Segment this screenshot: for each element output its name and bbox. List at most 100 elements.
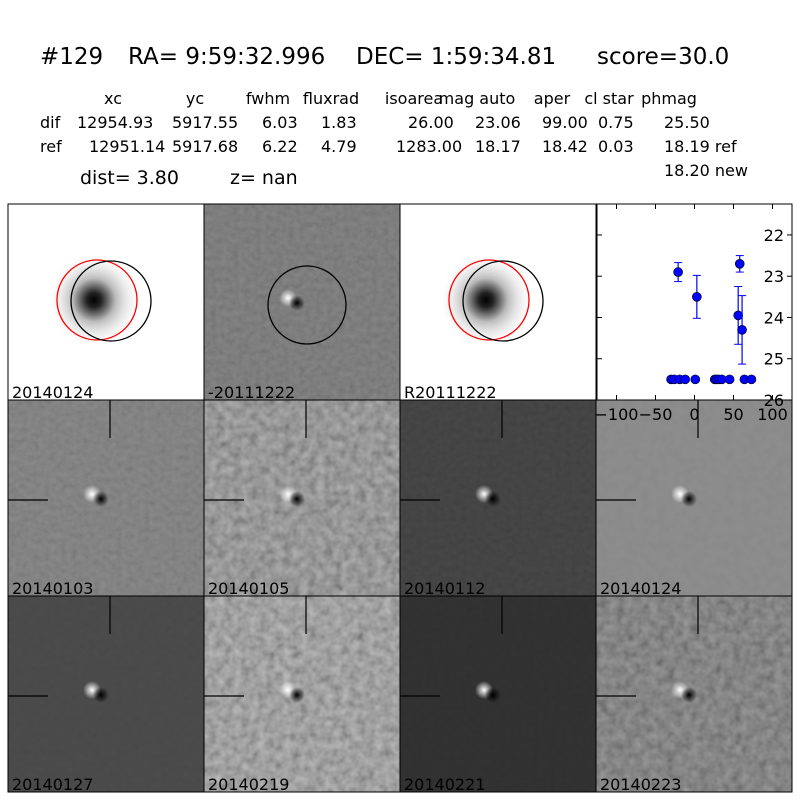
negative-residual bbox=[93, 491, 109, 507]
table-cell: 18.42 bbox=[542, 137, 588, 156]
table-cell: 26.00 bbox=[408, 113, 454, 132]
black-aperture-circle bbox=[462, 260, 544, 342]
cutout-panel-20140221[interactable]: 20140221 bbox=[399, 595, 597, 794]
x-tick-label: 100 bbox=[757, 405, 788, 424]
marker bbox=[680, 374, 690, 385]
cutout-panel-20140112[interactable]: 20140112 bbox=[399, 399, 597, 598]
table-cell: 0.75 bbox=[598, 113, 634, 132]
panel-frame bbox=[595, 595, 793, 793]
data-point bbox=[673, 262, 683, 283]
panel-date-label: 20140112 bbox=[404, 579, 485, 598]
panel-date-label: 20140103 bbox=[12, 579, 93, 598]
negative-residual bbox=[681, 687, 697, 703]
y-tick-label: 24 bbox=[764, 308, 784, 327]
panel-date-label: 20140127 bbox=[12, 775, 93, 794]
data-point bbox=[737, 295, 747, 365]
table-cell: 6.03 bbox=[262, 113, 298, 132]
row-label: ref bbox=[40, 137, 62, 156]
table-cell: 25.50 bbox=[664, 113, 710, 132]
table-cell: 5917.68 bbox=[172, 137, 238, 156]
negative-residual bbox=[93, 687, 109, 703]
negative-residual bbox=[289, 491, 305, 507]
cutout-panel-20140219[interactable]: 20140219 bbox=[203, 595, 401, 794]
table-cell: 4.79 bbox=[321, 137, 357, 156]
black-aperture-circle bbox=[267, 265, 347, 345]
panel-date-label: R20111222 bbox=[404, 383, 497, 402]
table-cell: 23.06 bbox=[475, 113, 521, 132]
data-point bbox=[734, 255, 745, 273]
data-point bbox=[733, 286, 743, 345]
data-point bbox=[690, 374, 701, 385]
table-cell: 6.22 bbox=[262, 137, 298, 156]
marker bbox=[692, 292, 702, 302]
red-aperture-circle bbox=[56, 259, 138, 341]
panel-date-label: 20140124 bbox=[12, 383, 93, 402]
negative-residual bbox=[485, 491, 501, 507]
column-header: aper bbox=[534, 89, 571, 108]
marker bbox=[746, 374, 757, 385]
candidate-id: #129 bbox=[40, 44, 103, 70]
y-tick-label: 23 bbox=[764, 267, 784, 286]
panel-date-label: 20140221 bbox=[404, 775, 485, 794]
x-tick-label: −50 bbox=[639, 405, 673, 424]
source-blob bbox=[438, 252, 534, 348]
table-cell: 1.83 bbox=[321, 113, 357, 132]
column-header: phmag bbox=[641, 89, 697, 108]
cutout-panel-R20111222[interactable]: R20111222 bbox=[399, 203, 597, 402]
column-header: yc bbox=[186, 89, 204, 108]
data-point bbox=[680, 374, 690, 385]
negative-residual bbox=[485, 687, 501, 703]
panel-date-label: 20140219 bbox=[208, 775, 289, 794]
table-cell: 18.17 bbox=[475, 137, 521, 156]
table-cell: 12951.14 bbox=[89, 137, 165, 156]
dec-text: DEC= 1:59:34.81 bbox=[356, 44, 556, 70]
cutout-panel--20111222[interactable]: -20111222 bbox=[203, 203, 401, 402]
cutout-panel-20140124[interactable]: 20140124 bbox=[595, 399, 793, 598]
cutout-panel-20140124[interactable]: 20140124 bbox=[7, 203, 205, 402]
red-aperture-circle bbox=[448, 259, 530, 341]
marker bbox=[690, 374, 701, 385]
ra-text: RA= 9:59:32.996 bbox=[128, 44, 325, 70]
marker bbox=[737, 325, 747, 335]
panel-date-label: -20111222 bbox=[208, 383, 295, 402]
z-text: z= nan bbox=[230, 167, 298, 189]
data-point bbox=[746, 374, 757, 385]
cutout-panel-20140103[interactable]: 20140103 bbox=[7, 399, 205, 598]
column-header: fluxrad bbox=[303, 89, 359, 108]
data-point bbox=[692, 274, 702, 319]
data-point bbox=[716, 374, 727, 385]
x-tick-label: 50 bbox=[723, 405, 743, 424]
marker bbox=[724, 374, 735, 385]
table-cell: 12954.93 bbox=[77, 113, 153, 132]
panel-date-label: 20140124 bbox=[600, 579, 681, 598]
cutout-panel-20140127[interactable]: 20140127 bbox=[7, 595, 205, 794]
table-cell: 5917.55 bbox=[172, 113, 238, 132]
table-cell: 1283.00 bbox=[396, 137, 462, 156]
negative-residual bbox=[289, 687, 305, 703]
black-aperture-circle bbox=[70, 260, 152, 342]
marker bbox=[733, 310, 743, 321]
cutout-panel-20140105[interactable]: 20140105 bbox=[203, 399, 401, 598]
panel-date-label: 20140223 bbox=[600, 775, 681, 794]
plot-frame bbox=[596, 203, 793, 401]
y-tick-label: 25 bbox=[764, 350, 784, 369]
table-cell: 0.03 bbox=[598, 137, 634, 156]
column-header: mag auto bbox=[439, 89, 516, 108]
panel-date-label: 20140105 bbox=[208, 579, 289, 598]
table-cell: 99.00 bbox=[542, 113, 588, 132]
cutout-panel-20140223[interactable]: 20140223 bbox=[595, 595, 793, 794]
marker bbox=[734, 259, 745, 269]
column-header: fwhm bbox=[246, 89, 290, 108]
phmag-new: 18.20 new bbox=[664, 161, 748, 180]
column-header: cl star bbox=[584, 89, 634, 108]
marker bbox=[673, 267, 683, 277]
source-blob bbox=[46, 252, 142, 348]
column-header: xc bbox=[104, 89, 122, 108]
negative-residual bbox=[681, 491, 697, 507]
plot-area bbox=[597, 204, 792, 400]
cutout-grid: 20140124 -20111222 R20111222 20140103 201401… bbox=[7, 203, 793, 794]
x-tick-label: −100 bbox=[595, 405, 639, 424]
